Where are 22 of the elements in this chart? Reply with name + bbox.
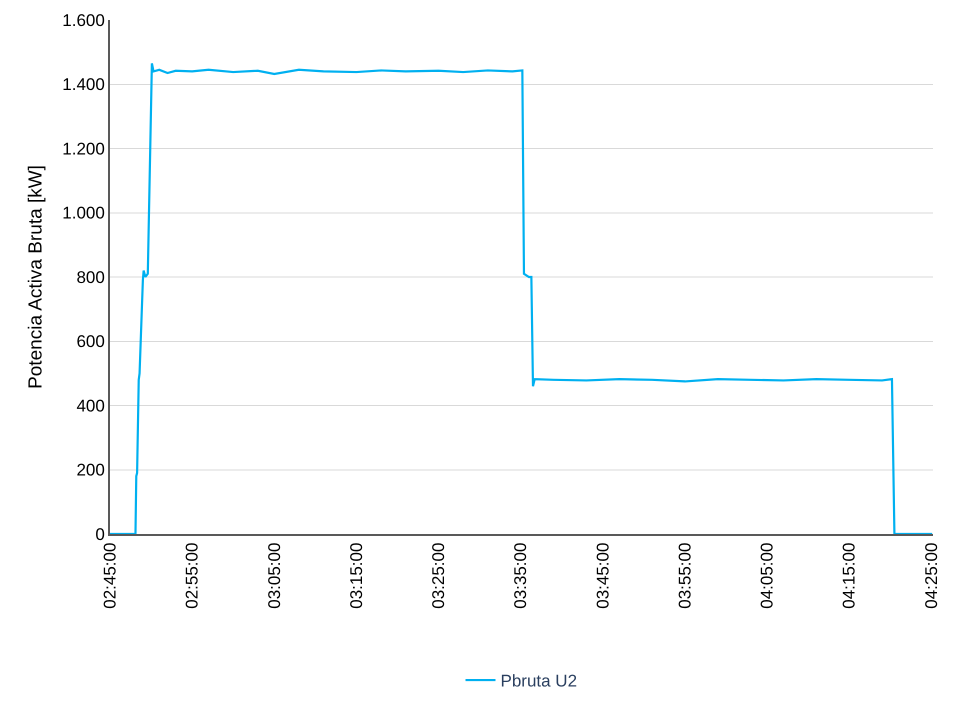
- x-tick-label: 04:25:00: [922, 542, 941, 609]
- x-tick-label: 02:45:00: [100, 542, 120, 609]
- y-tick-label: 800: [76, 268, 105, 287]
- y-tick-label: 1.000: [62, 204, 105, 223]
- y-tick-label: 1.600: [62, 10, 105, 30]
- y-tick-label: 600: [76, 332, 105, 352]
- y-tick-label: 400: [76, 396, 105, 416]
- y-tick-label: 1.400: [62, 75, 105, 94]
- legend-label: Pbruta U2: [500, 672, 578, 691]
- x-tick-label: 03:25:00: [429, 542, 448, 609]
- x-tick-label: 03:55:00: [675, 542, 694, 609]
- x-tick-label: 03:35:00: [511, 542, 530, 609]
- x-tick-label: 02:55:00: [182, 542, 202, 609]
- y-tick-label: 1.200: [62, 139, 105, 158]
- x-tick-label: 03:05:00: [264, 542, 284, 609]
- x-tick-label: 04:05:00: [758, 542, 777, 609]
- y-tick-label: 200: [76, 460, 105, 480]
- y-tick-label: 0: [95, 524, 105, 544]
- x-tick-label: 03:15:00: [346, 542, 366, 609]
- x-tick-label: 04:15:00: [840, 542, 859, 609]
- x-tick-label: 03:45:00: [593, 542, 612, 609]
- y-axis-title: Potencia Activa Bruta [kW]: [26, 165, 47, 389]
